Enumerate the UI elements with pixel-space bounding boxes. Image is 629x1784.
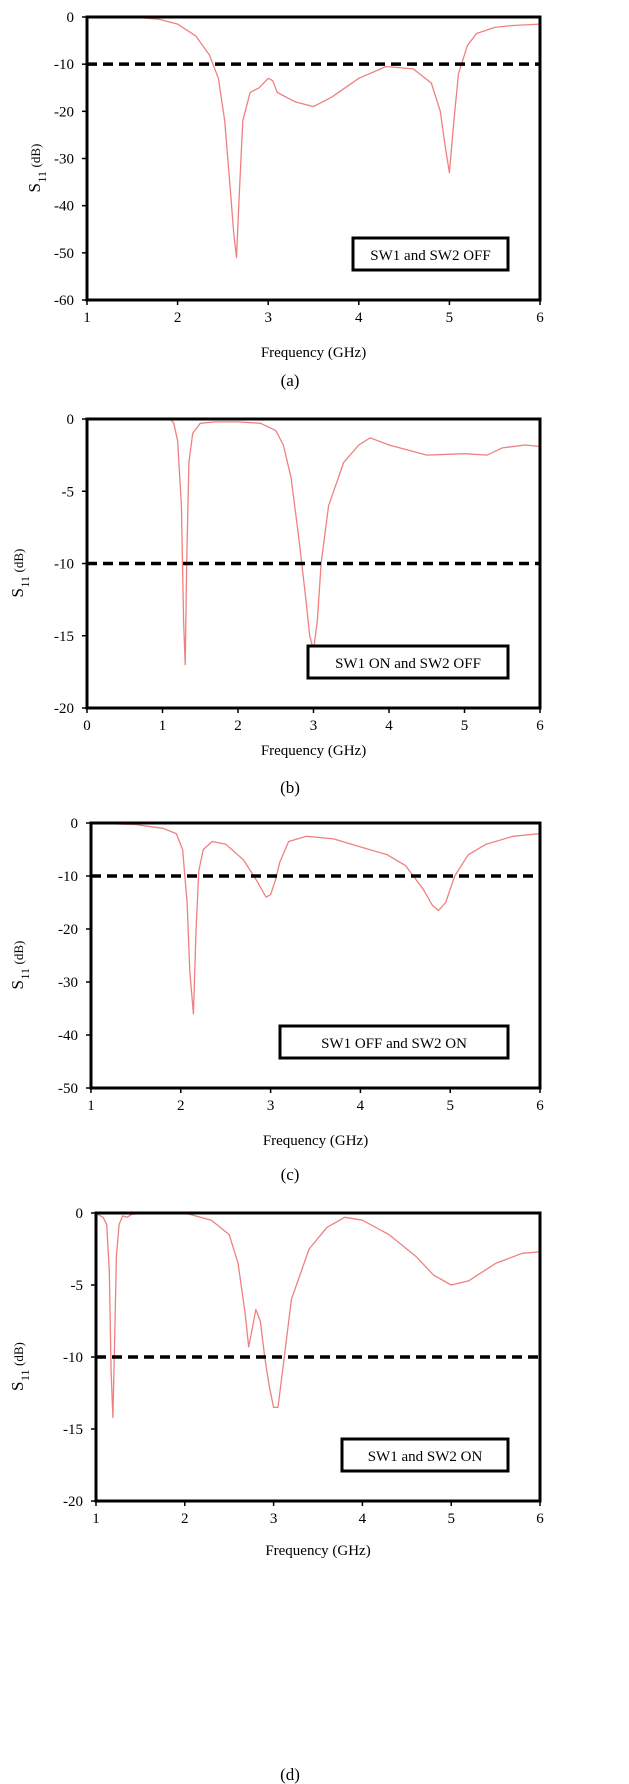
annotation-box: SW1 ON and SW2 OFF — [306, 644, 510, 680]
x-tick-label: 5 — [446, 1098, 454, 1114]
x-tick-label: 4 — [357, 1098, 365, 1114]
y-axis-label-unit: (dB) — [11, 1342, 26, 1366]
x-tick-label: 5 — [461, 718, 469, 734]
x-tick-label: 1 — [159, 718, 167, 734]
y-tick-label: 0 — [71, 816, 79, 832]
y-tick-label: 0 — [67, 10, 75, 26]
y-tick-label: -5 — [71, 1278, 84, 1294]
y-tick-label: -10 — [54, 57, 74, 73]
x-tick-label: 1 — [92, 1511, 100, 1527]
y-axis-label-sub: 11 — [18, 576, 32, 588]
y-tick-label: -5 — [62, 484, 75, 500]
annotation-box: SW1 and SW2 OFF — [351, 236, 510, 272]
chart-panel-c: 1 2 3 4 5 6 0 -10 -20 -30 -40 -50 Frequency (GHz) S11… — [8, 816, 544, 1184]
y-axis-label: S11 (dB) — [8, 941, 32, 990]
x-tick-label: 3 — [270, 1511, 278, 1527]
chart-panel-b: 0 1 2 3 4 5 6 0 -5 -10 -15 -20 Frequency (GHz) S11 (dB… — [8, 412, 544, 797]
series-line-0 — [95, 1212, 541, 1419]
x-tick-label: 4 — [385, 718, 393, 734]
y-axis-label-sub: 11 — [18, 1369, 32, 1381]
annotation-frame — [278, 1024, 510, 1060]
y-tick-label: -30 — [58, 975, 78, 991]
series-line-0 — [90, 822, 541, 1015]
x-tick-label: 6 — [536, 310, 544, 326]
y-axis-label: S11 (dB) — [8, 1342, 32, 1391]
panel-caption: (a) — [281, 371, 300, 390]
y-tick-label: -40 — [54, 199, 74, 215]
panel-caption: (b) — [280, 778, 300, 797]
y-tick-label: -20 — [63, 1494, 83, 1510]
y-tick-label: -50 — [58, 1081, 78, 1097]
x-tick-label: 1 — [83, 310, 91, 326]
y-tick-label: -10 — [54, 557, 74, 573]
chart-panel-d: 1 2 3 4 5 6 0 -5 -10 -15 -20 Frequency (GHz) S11 (dB)… — [8, 1206, 544, 1784]
y-axis-label-main: S — [8, 1382, 27, 1391]
y-axis-label-sub: 11 — [35, 171, 49, 183]
annotation-text: SW1 and SW2 ON — [368, 1449, 483, 1465]
y-tick-label: -10 — [58, 869, 78, 885]
y-tick-label: 0 — [67, 412, 75, 428]
x-tick-label: 4 — [355, 310, 363, 326]
y-axis-label-sub: 11 — [18, 968, 32, 980]
y-tick-label: -20 — [54, 701, 74, 717]
x-tick-label: 2 — [181, 1511, 189, 1527]
y-tick-label: 0 — [76, 1206, 84, 1222]
y-axis-label-unit: (dB) — [11, 941, 26, 965]
x-tick-label: 5 — [447, 1511, 455, 1527]
x-tick-label: 2 — [234, 718, 242, 734]
x-tick-label: 6 — [536, 1098, 544, 1114]
y-tick-label: -50 — [54, 246, 74, 262]
annotation-frame — [306, 644, 510, 680]
x-tick-label: 3 — [267, 1098, 275, 1114]
annotation-box: SW1 OFF and SW2 ON — [278, 1024, 510, 1060]
annotation-text: SW1 and SW2 OFF — [370, 248, 490, 264]
y-tick-label: -10 — [63, 1350, 83, 1366]
x-axis-label: Frequency (GHz) — [261, 743, 366, 759]
x-axis-label: Frequency (GHz) — [265, 1543, 370, 1559]
y-tick-label: -60 — [54, 293, 74, 309]
y-axis-label: S11 (dB) — [25, 144, 49, 193]
y-tick-label: -20 — [54, 104, 74, 120]
y-axis-label-unit: (dB) — [11, 549, 26, 573]
y-axis-label-main: S — [8, 588, 27, 597]
annotation-text: SW1 OFF and SW2 ON — [321, 1036, 467, 1052]
panel-caption: (c) — [281, 1165, 300, 1184]
series-line-0 — [162, 418, 541, 666]
x-tick-label: 6 — [536, 718, 544, 734]
y-axis-label-unit: (dB) — [28, 144, 43, 168]
x-tick-label: 0 — [83, 718, 91, 734]
y-tick-label: -20 — [58, 922, 78, 938]
panel-caption: (d) — [280, 1765, 300, 1784]
series-line-0 — [87, 16, 541, 259]
x-tick-label: 4 — [359, 1511, 367, 1527]
x-tick-label: 5 — [446, 310, 454, 326]
chart-panel-a: 1 2 3 4 5 6 0 -10 -20 -30 -40 -50 -60 Frequency (GHz)… — [25, 10, 544, 390]
y-axis-label: S11 (dB) — [8, 549, 32, 598]
annotation-text: SW1 ON and SW2 OFF — [335, 656, 481, 672]
y-tick-label: -40 — [58, 1028, 78, 1044]
annotation-box: SW1 and SW2 ON — [340, 1437, 510, 1473]
y-tick-label: -30 — [54, 152, 74, 168]
plot-frame — [89, 821, 542, 1090]
x-tick-label: 2 — [177, 1098, 185, 1114]
annotation-frame — [340, 1437, 510, 1473]
x-tick-label: 3 — [310, 718, 318, 734]
y-tick-label: -15 — [63, 1422, 83, 1438]
y-axis-label-main: S — [25, 183, 44, 192]
x-tick-label: 2 — [174, 310, 182, 326]
x-tick-label: 6 — [536, 1511, 544, 1527]
x-axis-label: Frequency (GHz) — [261, 345, 366, 361]
x-axis-label: Frequency (GHz) — [263, 1133, 368, 1149]
annotation-frame — [351, 236, 510, 272]
x-tick-label: 1 — [87, 1098, 95, 1114]
y-tick-label: -15 — [54, 629, 74, 645]
y-axis-label-main: S — [8, 980, 27, 989]
x-tick-label: 3 — [264, 310, 272, 326]
